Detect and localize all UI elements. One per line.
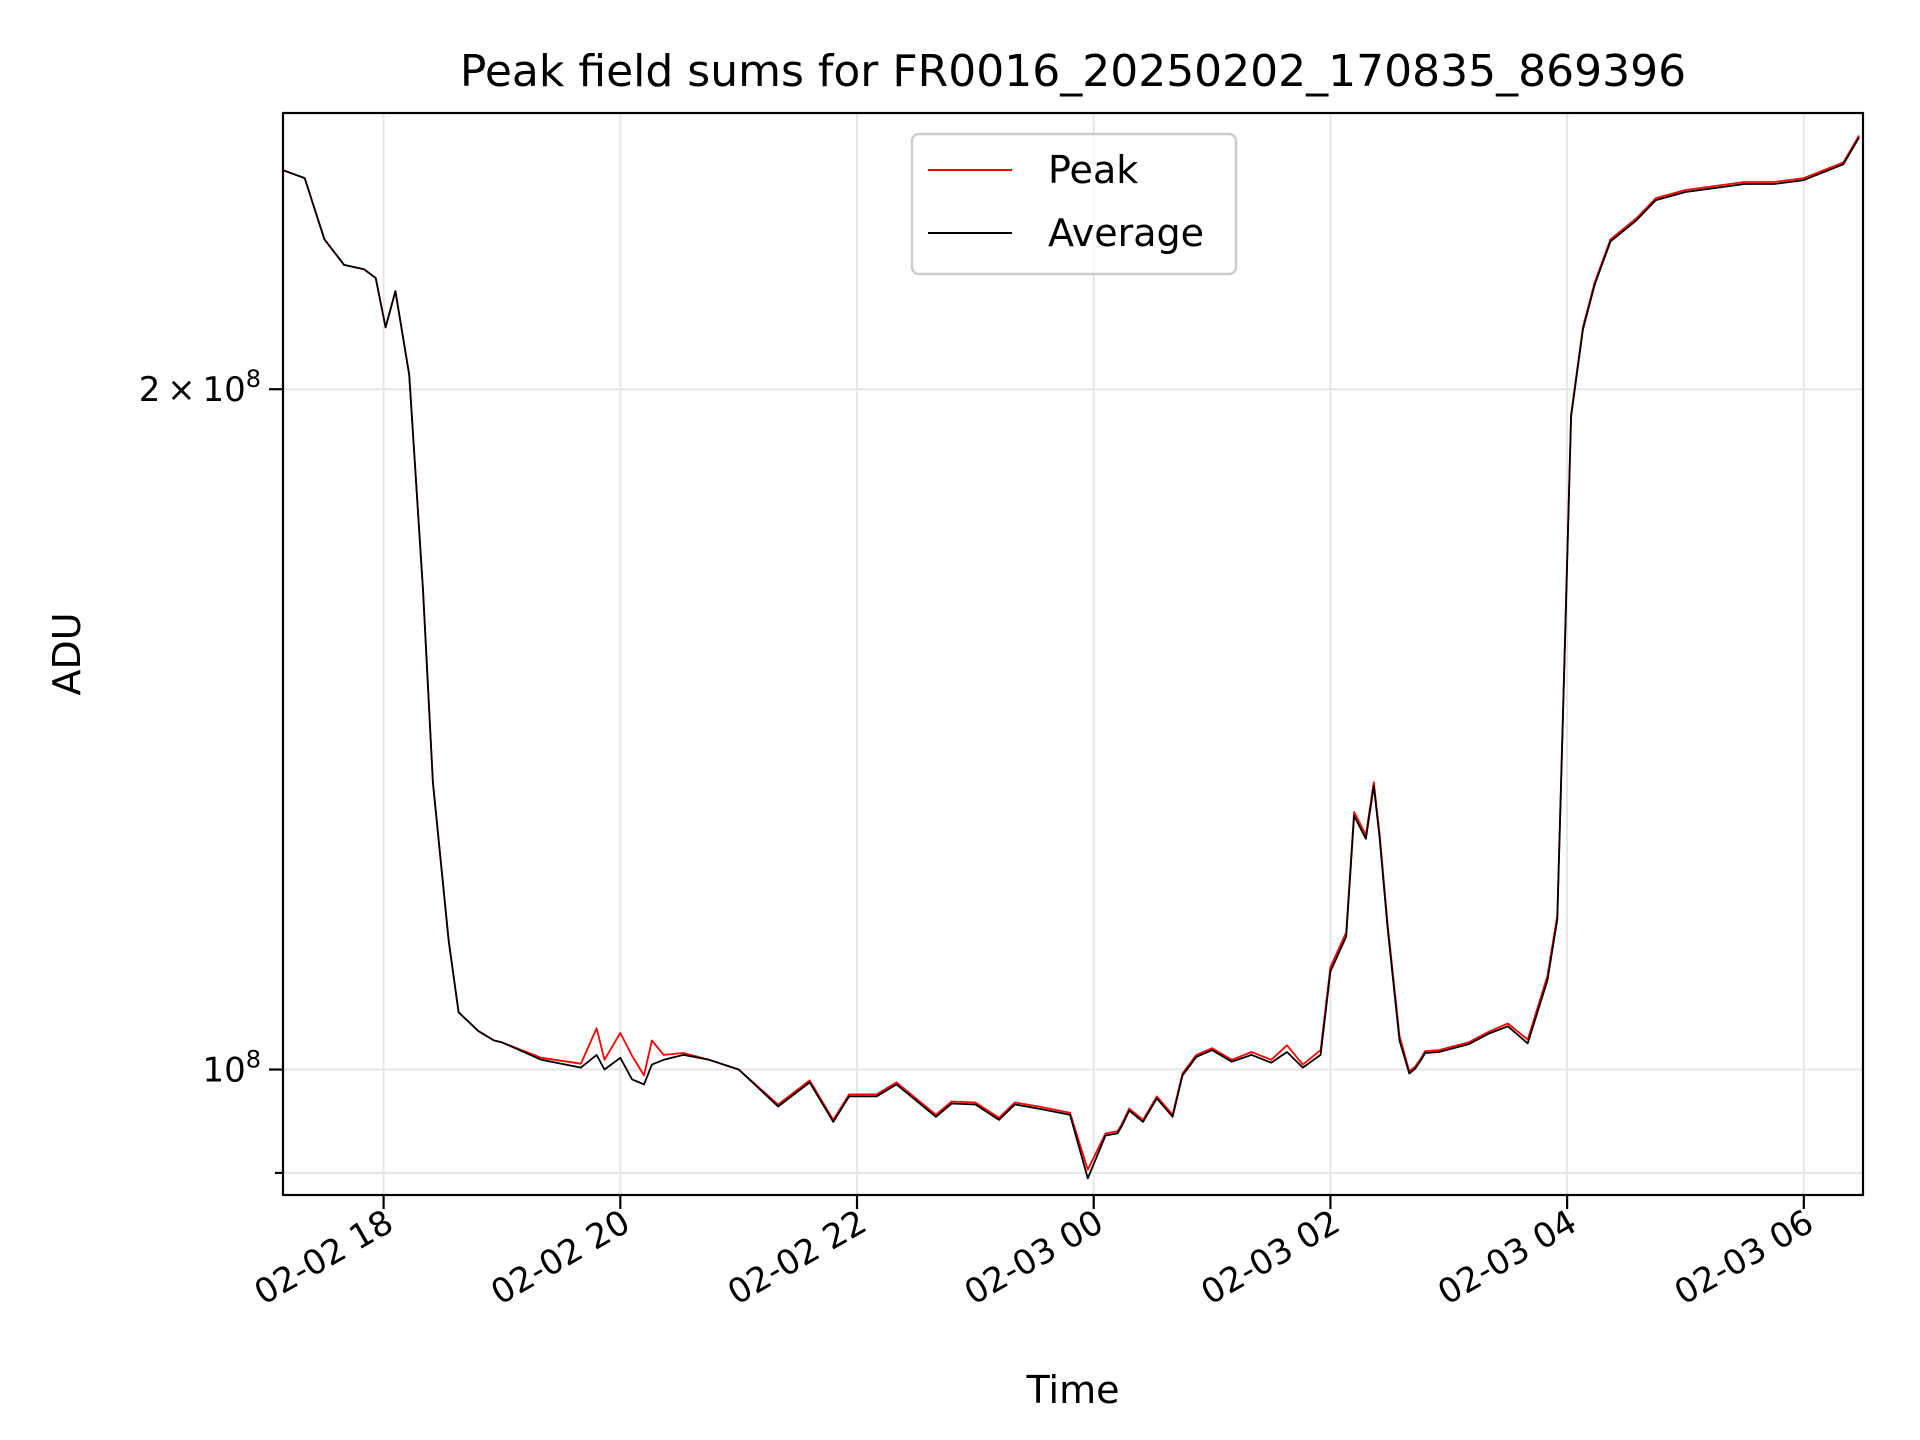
series-layer [282, 135, 1860, 1180]
legend: Peak Average [910, 132, 1238, 276]
series-line-average [282, 136, 1860, 1180]
y-tick-label-0: 108 [202, 1046, 261, 1091]
y-tick-label-1: 2 × 108 [139, 365, 261, 410]
x-axis-label: Time [1026, 1368, 1120, 1412]
chart-title: Peak field sums for FR0016_20250202_1708… [460, 46, 1686, 97]
y-axis-label: ADU [45, 612, 89, 695]
grid-layer [283, 113, 1863, 1195]
legend-label-average: Average [1048, 211, 1204, 255]
legend-label-peak: Peak [1048, 148, 1138, 192]
plot-area-frame [281, 111, 1865, 1197]
